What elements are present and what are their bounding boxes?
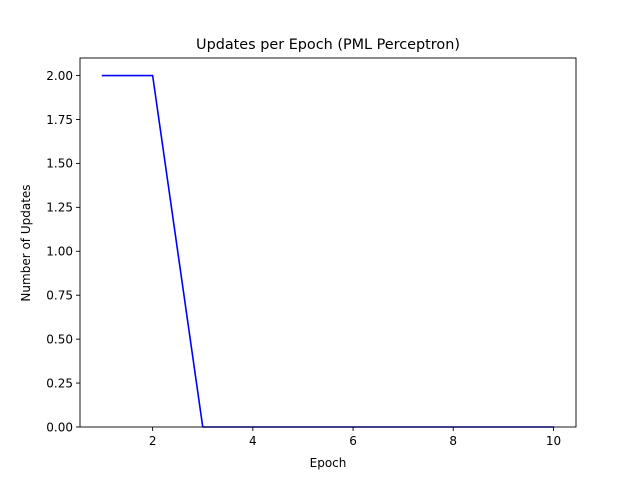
y-tick-label: 0.50	[46, 332, 73, 346]
y-tick-label: 1.75	[46, 113, 73, 127]
x-tick-label: 8	[449, 434, 457, 448]
y-tick-label: 0.00	[46, 420, 73, 434]
x-tick-label: 4	[249, 434, 257, 448]
x-tick-label: 6	[349, 434, 357, 448]
y-axis-label: Number of Updates	[19, 184, 33, 301]
plot-frame	[79, 57, 577, 428]
y-tick-label: 0.75	[46, 289, 73, 303]
y-tick-label: 2.00	[46, 69, 73, 83]
y-tick-label: 1.50	[46, 157, 73, 171]
x-tick-label: 10	[546, 434, 561, 448]
x-axis-label: Epoch	[310, 456, 347, 470]
y-tick-label: 0.25	[46, 376, 73, 390]
chart-title: Updates per Epoch (PML Perceptron)	[196, 37, 460, 53]
axes: 2 4 6 8 10 0.00 0.25 0.50 0.75 1.00 1.25 1.50 1.75 2.…	[46, 57, 577, 448]
x-tick-label: 2	[149, 434, 157, 448]
y-tick-label: 1.25	[46, 201, 73, 215]
y-tick-label: 1.00	[46, 245, 73, 259]
